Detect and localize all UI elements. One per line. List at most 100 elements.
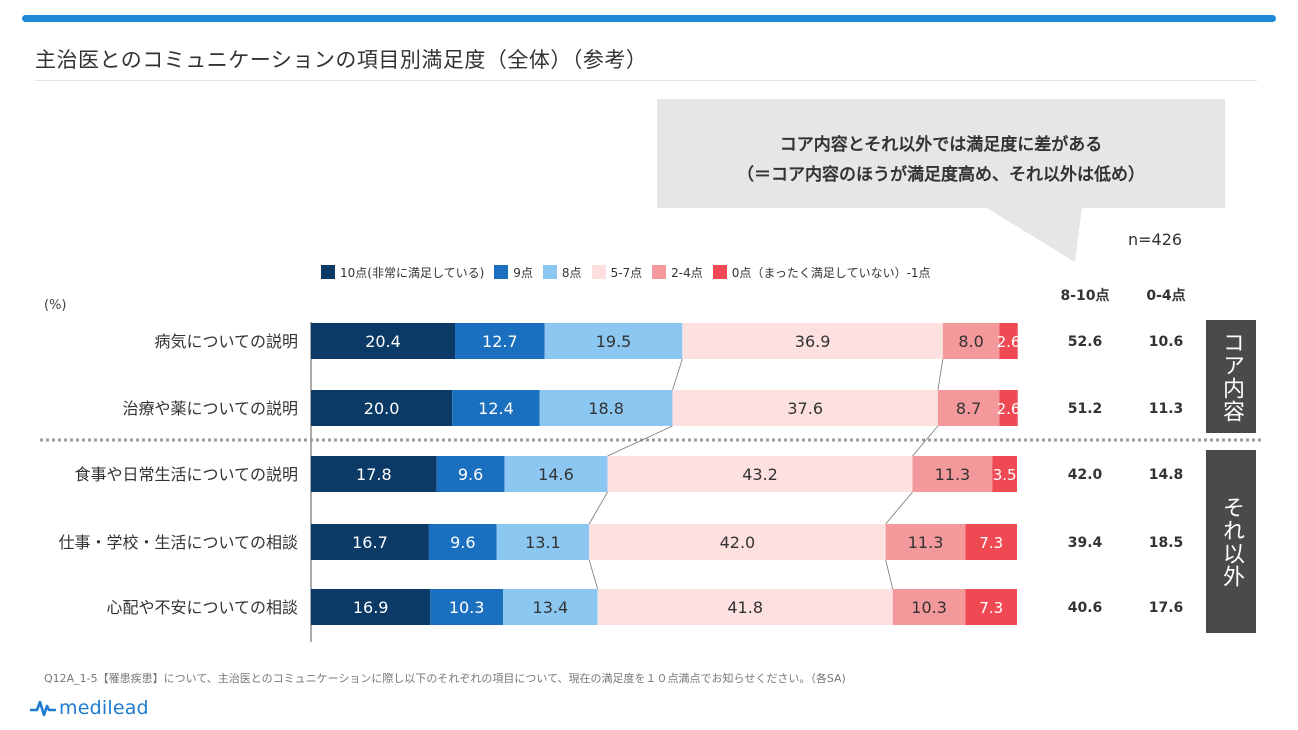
summary-low-value: 10.6 xyxy=(1149,334,1184,350)
data-label: 42.0 xyxy=(720,533,756,552)
summary-low-value: 17.6 xyxy=(1149,600,1184,616)
legend-label: 2-4点 xyxy=(671,265,703,280)
data-label: 17.8 xyxy=(356,465,392,484)
group-box-core: コア内容 xyxy=(1206,320,1256,433)
category-label: 病気についての説明 xyxy=(154,332,298,351)
summary-low-value: 14.8 xyxy=(1149,467,1184,483)
data-label: 12.4 xyxy=(478,399,514,418)
summary-low-value: 11.3 xyxy=(1149,401,1184,417)
bar-segment xyxy=(503,589,598,625)
legend-label: 8点 xyxy=(561,265,582,280)
legend-item-2: 8点 xyxy=(542,264,582,281)
bar-segment xyxy=(672,390,938,426)
legend-item-3: 5-7点 xyxy=(591,264,643,281)
bar-segment xyxy=(504,456,608,492)
data-label: 37.6 xyxy=(787,399,823,418)
bar-segment xyxy=(311,456,437,492)
data-label: 13.4 xyxy=(533,598,569,617)
legend-swatch xyxy=(321,265,335,279)
connector-line xyxy=(588,491,608,525)
bar-segment xyxy=(892,589,966,625)
category-label: 心配や不安についての相談 xyxy=(106,598,298,617)
bar-segment xyxy=(452,390,540,426)
bar-segment xyxy=(589,524,886,560)
callout-line-1: コア内容とそれ以外では満足度に差がある xyxy=(779,135,1103,155)
legend-label: 10点(非常に満足している) xyxy=(340,265,485,280)
legend-item-1: 9点 xyxy=(494,264,533,281)
connector-line xyxy=(885,559,894,590)
data-label: 13.1 xyxy=(525,533,561,552)
legend-swatch xyxy=(542,265,557,279)
data-label: 20.0 xyxy=(364,399,400,418)
connector-line xyxy=(912,425,939,457)
data-label: 16.9 xyxy=(353,598,389,617)
summary-high-value: 52.6 xyxy=(1068,334,1103,350)
summary-header-low: 0-4点 xyxy=(1146,288,1186,304)
bar-segment xyxy=(885,524,966,560)
data-label: 8.0 xyxy=(958,332,983,351)
bar-segment xyxy=(999,323,1018,359)
bar-segment xyxy=(912,456,993,492)
bar-segment xyxy=(430,589,504,625)
bar-segment xyxy=(455,323,545,359)
brand-logo: medilead xyxy=(30,697,149,719)
summary-low-value: 18.5 xyxy=(1149,535,1184,551)
bar-segment xyxy=(436,456,505,492)
legend-label: 9点 xyxy=(513,265,533,280)
summary-high-value: 39.4 xyxy=(1068,535,1103,551)
data-label: 8.7 xyxy=(956,399,981,418)
group-label-other: それ以外 xyxy=(1219,495,1244,588)
data-label: 18.8 xyxy=(588,399,624,418)
bar-segment xyxy=(597,589,893,625)
logo-wordmark: medilead xyxy=(59,697,149,719)
legend-swatch xyxy=(712,265,727,279)
bar-segment xyxy=(992,456,1017,492)
bar-segment xyxy=(311,323,456,359)
data-label: 2.6 xyxy=(997,333,1021,351)
data-label: 2.6 xyxy=(997,400,1021,418)
legend-swatch xyxy=(591,265,606,279)
bar-segment xyxy=(937,390,1000,426)
data-label: 11.3 xyxy=(935,465,971,484)
summary-high-value: 42.0 xyxy=(1068,467,1103,483)
bar-segment xyxy=(965,589,1017,625)
group-label-core: コア内容 xyxy=(1219,330,1244,423)
summary-header-high: 8-10点 xyxy=(1060,288,1110,304)
connector-line xyxy=(885,491,913,525)
legend-label: 5-7点 xyxy=(610,265,643,280)
summary-high-value: 40.6 xyxy=(1068,600,1103,616)
bar-segment xyxy=(311,390,453,426)
bar-segment xyxy=(965,524,1017,560)
legend-swatch xyxy=(494,265,509,279)
page-title: 主治医とのコミュニケーションの項目別満足度（全体）（参考） xyxy=(35,48,648,72)
top-accent-bar xyxy=(22,15,1276,22)
bar-segment xyxy=(496,524,590,560)
legend-item-4: 2-4点 xyxy=(652,264,703,281)
data-label: 20.4 xyxy=(365,332,401,351)
callout-box: コア内容とそれ以外では満足度に差がある （＝コア内容のほうが満足度高め、それ以外… xyxy=(657,99,1225,208)
connector-line xyxy=(937,358,944,391)
group-box-other: それ以外 xyxy=(1206,450,1256,633)
data-label: 3.5 xyxy=(993,466,1017,484)
bar-segment xyxy=(682,323,943,359)
footnote: Q12A_1-5【罹患疾患】について、主治医とのコミュニケーションに際し以下のそ… xyxy=(44,672,846,685)
data-label: 9.6 xyxy=(450,533,475,552)
legend-swatch xyxy=(652,265,667,279)
data-label: 36.9 xyxy=(795,332,831,351)
bar-segment xyxy=(544,323,683,359)
legend-item-5: 0点（まったく満足していない）-1点 xyxy=(712,264,931,281)
bar-segment xyxy=(311,524,429,560)
connector-line xyxy=(607,425,673,457)
sample-size: n=426 xyxy=(1128,230,1183,249)
data-label: 10.3 xyxy=(911,598,947,617)
category-label: 仕事・学校・生活についての相談 xyxy=(58,533,298,552)
summary-high-value: 51.2 xyxy=(1068,401,1103,417)
category-label: 治療や薬についての説明 xyxy=(122,399,298,418)
data-label: 16.7 xyxy=(352,533,388,552)
data-label: 7.3 xyxy=(979,599,1003,617)
data-label: 43.2 xyxy=(742,465,778,484)
legend-item-0: 10点(非常に満足している) xyxy=(321,264,484,281)
connector-line xyxy=(672,358,683,391)
data-label: 41.8 xyxy=(727,598,763,617)
